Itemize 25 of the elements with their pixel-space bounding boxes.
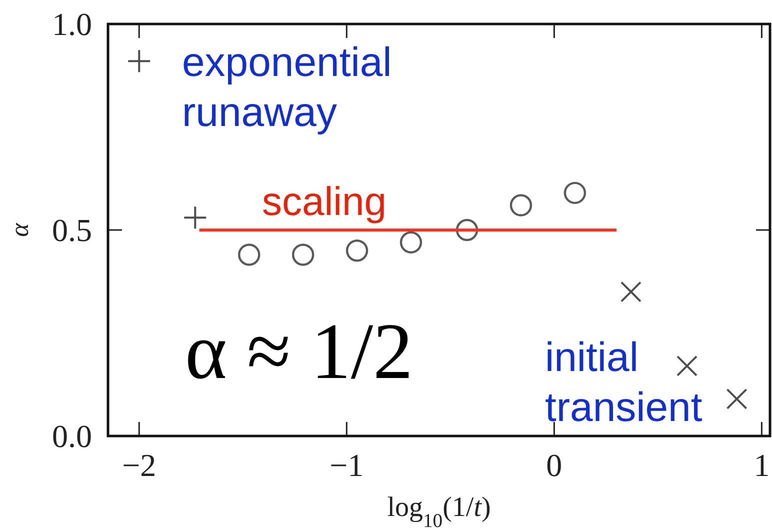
point	[456, 218, 478, 242]
point	[564, 182, 586, 204]
annotation: exponential runaway	[182, 39, 392, 135]
point	[620, 281, 642, 302]
point	[676, 355, 698, 376]
point	[346, 240, 368, 262]
point	[184, 206, 206, 229]
y-tick-label: 1.0	[52, 6, 92, 42]
x-tick-label: 1	[754, 447, 770, 483]
point	[128, 50, 150, 72]
annotation: scaling	[262, 180, 387, 224]
point	[510, 194, 532, 216]
y-tick-label: 0.0	[52, 418, 92, 454]
point	[400, 231, 422, 254]
x-tick-label: −2	[122, 447, 156, 483]
point	[726, 388, 748, 410]
x-axis-title: log$_{10}$(1/t)	[387, 492, 491, 528]
y-axis-title: α	[5, 222, 34, 237]
annotation: α ≈ 1/2	[185, 308, 414, 396]
y-tick-label: 0.5	[52, 212, 92, 248]
point	[238, 244, 260, 266]
x-tick-label: −1	[330, 447, 364, 483]
point	[292, 244, 314, 266]
annotation: initial transient	[545, 334, 703, 430]
x-tick-label: 0	[546, 447, 562, 483]
